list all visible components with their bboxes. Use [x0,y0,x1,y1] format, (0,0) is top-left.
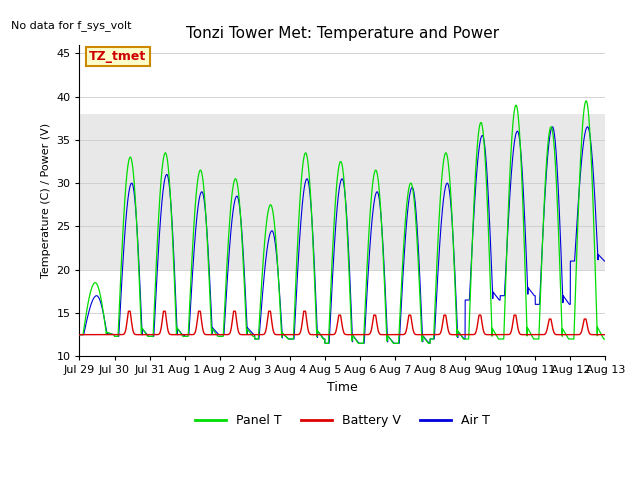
Legend: Panel T, Battery V, Air T: Panel T, Battery V, Air T [190,409,495,432]
X-axis label: Time: Time [327,381,358,394]
Text: No data for f_sys_volt: No data for f_sys_volt [11,20,132,31]
Y-axis label: Temperature (C) / Power (V): Temperature (C) / Power (V) [41,123,51,278]
Text: TZ_tmet: TZ_tmet [90,50,147,63]
Bar [79,114,605,270]
Title: Tonzi Tower Met: Temperature and Power: Tonzi Tower Met: Temperature and Power [186,25,499,41]
